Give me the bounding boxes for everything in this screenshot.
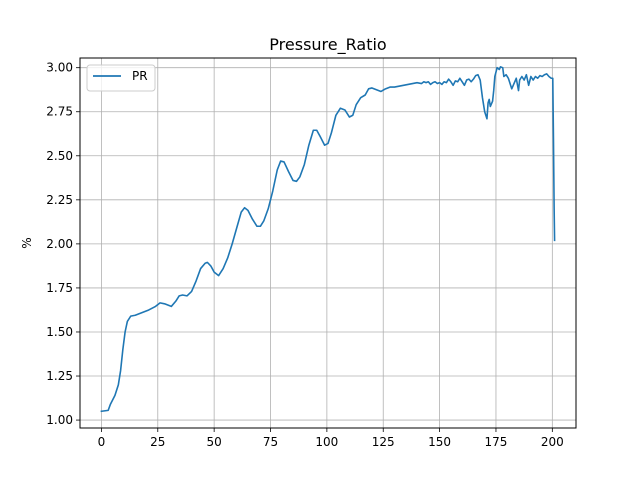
x-tick-label: 175: [485, 435, 508, 449]
y-tick-label: 2.25: [46, 193, 73, 207]
x-tick-label: 0: [98, 435, 106, 449]
chart-title: Pressure_Ratio: [269, 35, 386, 55]
grid: [80, 58, 576, 428]
y-tick-label: 2.00: [46, 237, 73, 251]
y-tick-label: 3.00: [46, 61, 73, 75]
x-tick-label: 100: [315, 435, 338, 449]
series-line-pr: [100, 66, 556, 413]
ticks: 0 25 50 75 100 125 150 175 200 1.00 1.25 1.50 1.75 2.…: [46, 61, 563, 449]
plot-frame: [79, 57, 577, 429]
y-tick-label: 1.25: [46, 369, 73, 383]
x-tick-label: 50: [207, 435, 222, 449]
y-tick-label: 2.50: [46, 149, 73, 163]
legend-frame: [86, 64, 156, 92]
x-tick-label: 75: [263, 435, 278, 449]
legend[interactable]: PR: [86, 64, 156, 92]
x-tick-label: 125: [372, 435, 395, 449]
y-tick-label: 1.75: [46, 281, 73, 295]
series-layer: [100, 66, 556, 413]
y-tick-label: 1.00: [46, 413, 73, 427]
y-tick-label: 1.50: [46, 325, 73, 339]
x-tick-label: 150: [428, 435, 451, 449]
x-tick-label: 200: [541, 435, 564, 449]
y-tick-label: 2.75: [46, 105, 73, 119]
x-tick-label: 25: [150, 435, 165, 449]
y-axis-label: %: [20, 237, 34, 248]
legend-label-pr: PR: [132, 69, 148, 83]
